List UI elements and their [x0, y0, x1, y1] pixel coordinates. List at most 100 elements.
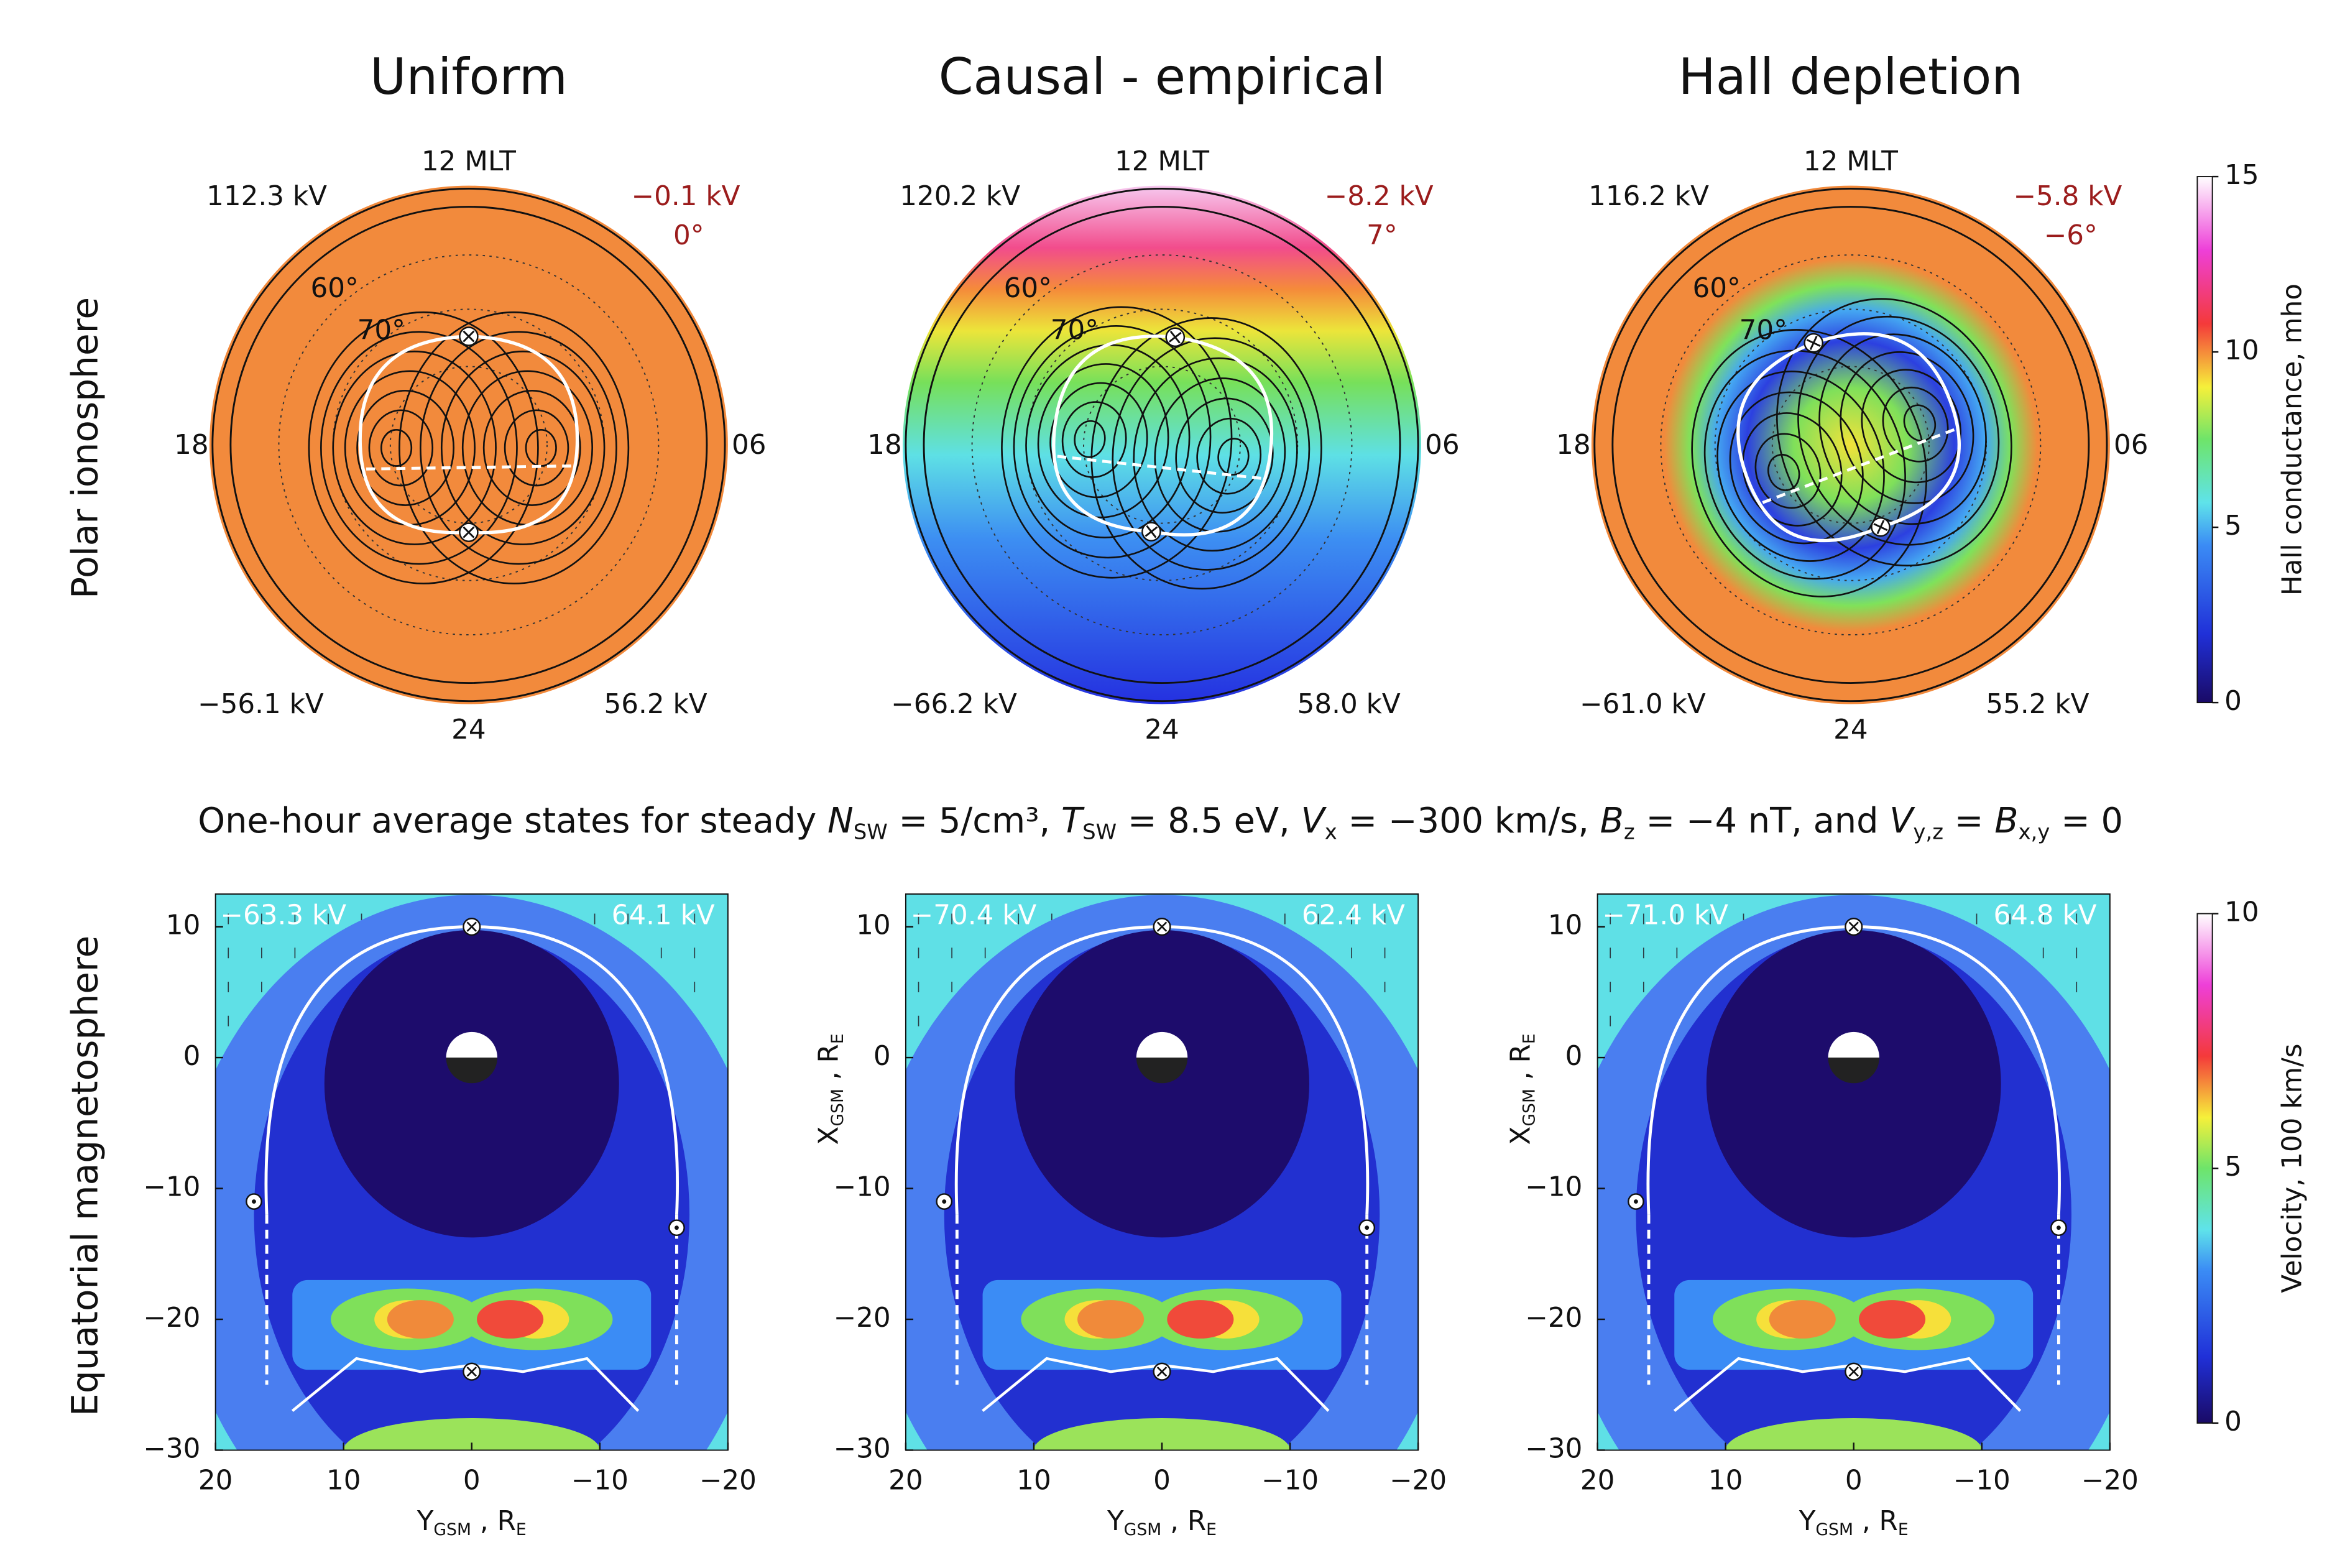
text-segment: E [516, 1520, 527, 1539]
polar-ring [211, 188, 726, 703]
potential-contour [1133, 357, 1298, 552]
jet-core [1858, 1300, 1926, 1339]
y-tick-label: −20 [143, 1303, 200, 1334]
text-segment: , R [471, 1506, 516, 1537]
y-tick-label: 10 [1548, 910, 1583, 941]
x-tick-label: −20 [2081, 1465, 2139, 1496]
potential-contour [1112, 337, 1311, 571]
convection-contours [308, 311, 630, 584]
colorbar [2196, 913, 2213, 1424]
mlt-label: 18 [174, 430, 209, 461]
polar-ring [1593, 188, 2108, 703]
x-tick-label: 0 [1153, 1465, 1171, 1496]
potential-label: 64.8 kV [1994, 900, 2097, 931]
x-point-cross [463, 526, 475, 538]
potential-label: −56.1 kV [198, 689, 324, 720]
potential-label: −63.3 kV [220, 900, 346, 931]
inner-region [1015, 929, 1309, 1238]
colorbar-tick-label: 0 [2224, 686, 2242, 717]
latitude-label: 60° [311, 273, 359, 304]
mlt-label: 12 MLT [1804, 146, 1898, 177]
potential-label: −5.8 kV [2014, 181, 2122, 212]
polar-disc [903, 185, 1421, 704]
potential-contour [482, 389, 581, 506]
text-segment: , R [1161, 1506, 1206, 1537]
potential-label: −8.2 kV [1325, 181, 1434, 212]
text-segment: = −4 nT, and [1635, 801, 1890, 841]
text-segment: B [1600, 801, 1624, 841]
x-tick-label: −10 [1261, 1465, 1319, 1496]
text-segment: N [827, 801, 854, 841]
polar-disc [209, 185, 728, 704]
column-title: Hall depletion [1679, 48, 2023, 106]
x-tick-label: 0 [463, 1465, 481, 1496]
o-dot [942, 1199, 947, 1204]
earth-day [1136, 1031, 1188, 1058]
text-segment: x,y [2018, 820, 2050, 844]
tail-glow [1034, 1418, 1291, 1450]
polar-ring [905, 188, 1419, 703]
potential-contour [1742, 412, 1843, 527]
potential-contour [308, 311, 539, 584]
earth-night [446, 1058, 497, 1084]
jet-core [477, 1300, 544, 1339]
tail-glow [343, 1418, 600, 1450]
potential-contour [1703, 349, 1906, 580]
potential-contour [525, 428, 557, 467]
potential-label: 64.1 kV [612, 900, 715, 931]
x-tick-label: −10 [1953, 1465, 2011, 1496]
latitude-label: 70° [357, 315, 405, 346]
o-dot [252, 1199, 256, 1204]
o-dot [1634, 1199, 1638, 1204]
y-tick-label: 10 [166, 910, 201, 941]
x-point-cross [1145, 525, 1158, 538]
flow-map [905, 893, 1419, 1450]
inner-region [1706, 929, 2001, 1238]
x-tick-label: 10 [1016, 1465, 1051, 1496]
mlt-label: 06 [1425, 430, 1460, 461]
colorbar-tick-label: 10 [2224, 335, 2259, 366]
colorbar-tick-label: 5 [2224, 510, 2242, 542]
text-segment: x [1325, 820, 1337, 844]
x-point-cross [463, 330, 475, 343]
tilt-label: −6° [2044, 220, 2098, 251]
y-tick-label: 0 [1565, 1041, 1583, 1072]
potential-contour [1061, 401, 1127, 478]
x-tick-label: 10 [1708, 1465, 1743, 1496]
boundary-dashed [366, 464, 571, 471]
potential-contour [1175, 397, 1274, 514]
x-axis-label: YGSM , RE [417, 1506, 527, 1539]
potential-label: 120.2 kV [900, 181, 1020, 212]
x-tick-label: 20 [198, 1465, 233, 1496]
latitude-circle [1771, 366, 1930, 524]
x-tick-label: −10 [571, 1465, 629, 1496]
mlt-label: 12 MLT [422, 146, 516, 177]
latitude-circle [971, 254, 1353, 635]
potential-contour [1818, 333, 1987, 525]
tilt-label: 7° [1366, 220, 1398, 251]
potential-label: −61.0 kV [1580, 689, 1706, 720]
text-segment: Y [1799, 1506, 1816, 1537]
text-segment: X [1505, 1127, 1536, 1145]
text-segment: GSM [827, 1089, 847, 1127]
text-segment: GSM [1124, 1520, 1162, 1539]
polar-ring [229, 206, 708, 685]
boundary-dashed [1057, 454, 1261, 480]
text-segment: Y [417, 1506, 434, 1537]
text-segment: E [1206, 1520, 1217, 1539]
text-segment: GSM [433, 1520, 471, 1539]
potential-contour [1196, 417, 1262, 495]
boundary-dashed [1762, 428, 1955, 504]
y-axis-label: XGSM , RE [1505, 1033, 1539, 1145]
latitude-label: 70° [1051, 315, 1099, 346]
y-tick-label: −10 [1525, 1172, 1582, 1203]
text-segment: = 0 [2050, 801, 2123, 841]
jet-core [1077, 1300, 1145, 1339]
potential-contour [504, 409, 569, 487]
y-tick-label: −30 [1525, 1433, 1582, 1464]
text-segment: V [1889, 801, 1915, 841]
colorbar-label: Hall conductance, mho [2277, 284, 2308, 596]
y-axis-label: XGSM , RE [814, 1033, 847, 1145]
flow-map [1597, 893, 2110, 1450]
